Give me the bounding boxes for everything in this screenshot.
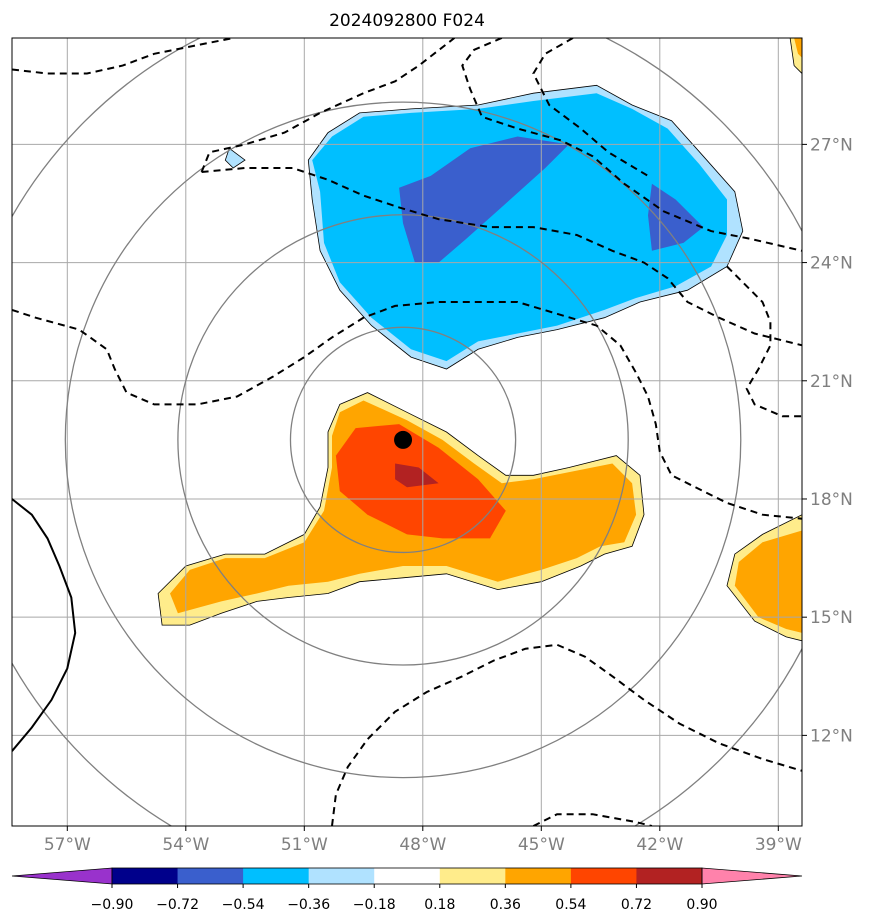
range-ring-1 [177, 214, 629, 666]
plot-area [12, 38, 802, 826]
x-tick-label: 39°W [755, 835, 802, 855]
chart-title: 2024092800 F024 [329, 11, 485, 31]
colorbar-tick-label: 0.54 [555, 897, 586, 913]
y-tick-label: 18°N [810, 490, 853, 510]
dashed-contour-3 [201, 167, 802, 347]
shaded-region-2 [399, 136, 569, 263]
x-axis-ticks: 57°W 54°W 51°W 48°W 45°W 42°W 39°W [44, 826, 802, 855]
colorbar-frame [111, 867, 703, 885]
range-ring-0 [289, 326, 517, 554]
shaded-region-outline-4 [224, 147, 246, 169]
dashed-contour-5 [12, 301, 802, 520]
colorbar-extend-low [11, 867, 113, 885]
x-tick-label: 48°W [399, 835, 446, 855]
colorbar-tick-label: 0.18 [424, 897, 455, 913]
colorbar-tick-label: −0.72 [156, 897, 199, 913]
colorbar-segment [636, 868, 703, 884]
shaded-region-10 [734, 530, 802, 633]
range-ring-2 [64, 101, 742, 779]
gridlines [12, 38, 802, 826]
solid-contour-0 [12, 498, 77, 752]
dashed-contour-8 [532, 813, 653, 826]
y-tick-label: 24°N [810, 254, 853, 274]
colorbar-segment [112, 868, 179, 884]
shaded-region-outline-0 [307, 84, 744, 370]
colorbar-tick-label: 0.90 [686, 897, 717, 913]
y-tick-label: 15°N [810, 608, 853, 628]
colorbar-extend-high [701, 867, 803, 885]
colorbar-segment [374, 868, 441, 884]
range-rings [12, 38, 802, 826]
colorbar-tick-label: −0.54 [222, 897, 265, 913]
colorbar-tick-label: −0.90 [91, 897, 134, 913]
y-tick-label: 21°N [810, 372, 853, 392]
shaded-regions [157, 38, 802, 642]
shaded-region-12 [794, 38, 802, 58]
dashed-contour-6 [726, 265, 802, 418]
colorbar-tick-label: 0.72 [621, 897, 652, 913]
contour-lines [12, 38, 802, 826]
colorbar-tick-label: −0.36 [287, 897, 330, 913]
dashed-contour-7 [331, 643, 802, 826]
x-tick-label: 42°W [636, 835, 683, 855]
plot-frame [11, 37, 803, 827]
shaded-region-outline-9 [726, 514, 802, 642]
colorbar-segment [570, 868, 637, 884]
x-tick-label: 54°W [162, 835, 209, 855]
shaded-region-8 [395, 463, 439, 488]
y-tick-label: 27°N [810, 135, 853, 155]
x-tick-label: 45°W [518, 835, 565, 855]
shaded-region-outline-11 [789, 38, 802, 75]
x-tick-label: 51°W [281, 835, 328, 855]
colorbar-segment [505, 868, 572, 884]
colorbar-tick-label: 0.36 [490, 897, 521, 913]
dashed-contour-0 [12, 38, 234, 75]
storm-center-marker [394, 430, 413, 449]
dashed-contour-4 [532, 38, 649, 177]
colorbar-segment [177, 868, 244, 884]
colorbar-segment [308, 868, 375, 884]
dashed-contour-2 [461, 38, 802, 252]
y-tick-label: 12°N [810, 726, 853, 746]
y-axis-ticks: 27°N 24°N 21°N 18°N 15°N 12°N [802, 135, 853, 746]
colorbar-segment [243, 868, 310, 884]
colorbar-segment [439, 868, 506, 884]
colorbar: −0.90 −0.72 −0.54 −0.36 −0.18 0.18 0.36 0.54 0.7… [11, 867, 803, 913]
x-tick-label: 57°W [44, 835, 91, 855]
colorbar-tick-label: −0.18 [353, 897, 396, 913]
shaded-region-outline-5 [157, 392, 645, 626]
